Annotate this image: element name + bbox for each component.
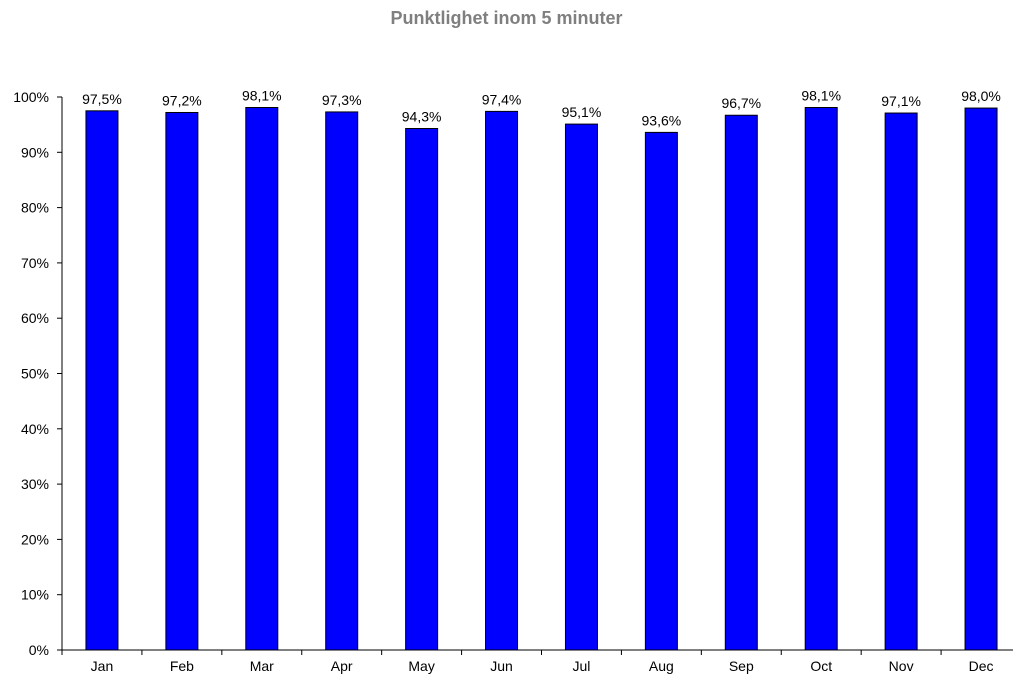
x-tick-label: Mar [250, 658, 274, 674]
y-tick-label: 90% [21, 144, 49, 160]
y-tick-label: 20% [21, 531, 49, 547]
bar-mar [245, 107, 279, 651]
x-tick-label: Aug [649, 658, 674, 674]
y-tick-label: 60% [21, 310, 49, 326]
bar-feb [165, 111, 199, 651]
x-tick-label: Jul [573, 658, 591, 674]
data-label: 93,6% [642, 112, 682, 128]
x-tick-label: Nov [889, 658, 914, 674]
bar-dec [964, 107, 998, 651]
y-tick-label: 50% [21, 366, 49, 382]
bar-nov [884, 112, 918, 651]
data-label: 96,7% [721, 95, 761, 111]
y-tick-label: 70% [21, 255, 49, 271]
bar-aug [644, 131, 678, 651]
bar-oct [804, 107, 838, 651]
data-label: 94,3% [402, 109, 442, 125]
y-tick-label: 80% [21, 200, 49, 216]
x-tick-label: Apr [331, 658, 353, 674]
x-tick-label: Jun [490, 658, 513, 674]
data-label: 97,4% [482, 91, 522, 107]
bar-jul [564, 123, 598, 651]
x-tick-label: Feb [170, 658, 194, 674]
data-label: 97,3% [322, 92, 362, 108]
data-label: 98,0% [961, 88, 1001, 104]
x-tick-label: Jan [91, 658, 114, 674]
y-tick-label: 40% [21, 421, 49, 437]
data-label: 98,1% [801, 88, 841, 104]
x-tick-label: Oct [810, 658, 832, 674]
data-label: 98,1% [242, 88, 282, 104]
data-label: 97,2% [162, 92, 202, 108]
x-tick-label: Sep [729, 658, 754, 674]
y-tick-label: 100% [13, 89, 49, 105]
bar-apr [325, 111, 359, 651]
bar-may [405, 128, 439, 651]
data-label: 95,1% [562, 104, 602, 120]
data-label: 97,1% [881, 93, 921, 109]
y-tick-label: 10% [21, 587, 49, 603]
y-tick-label: 0% [29, 642, 49, 658]
bar-jan [85, 110, 119, 651]
bar-sep [724, 114, 758, 651]
x-tick-label: Dec [969, 658, 994, 674]
y-tick-label: 30% [21, 476, 49, 492]
data-label: 97,5% [82, 91, 122, 107]
x-tick-label: May [408, 658, 434, 674]
bar-jun [485, 110, 519, 651]
chart-title: Punktlighet inom 5 minuter [390, 8, 623, 28]
